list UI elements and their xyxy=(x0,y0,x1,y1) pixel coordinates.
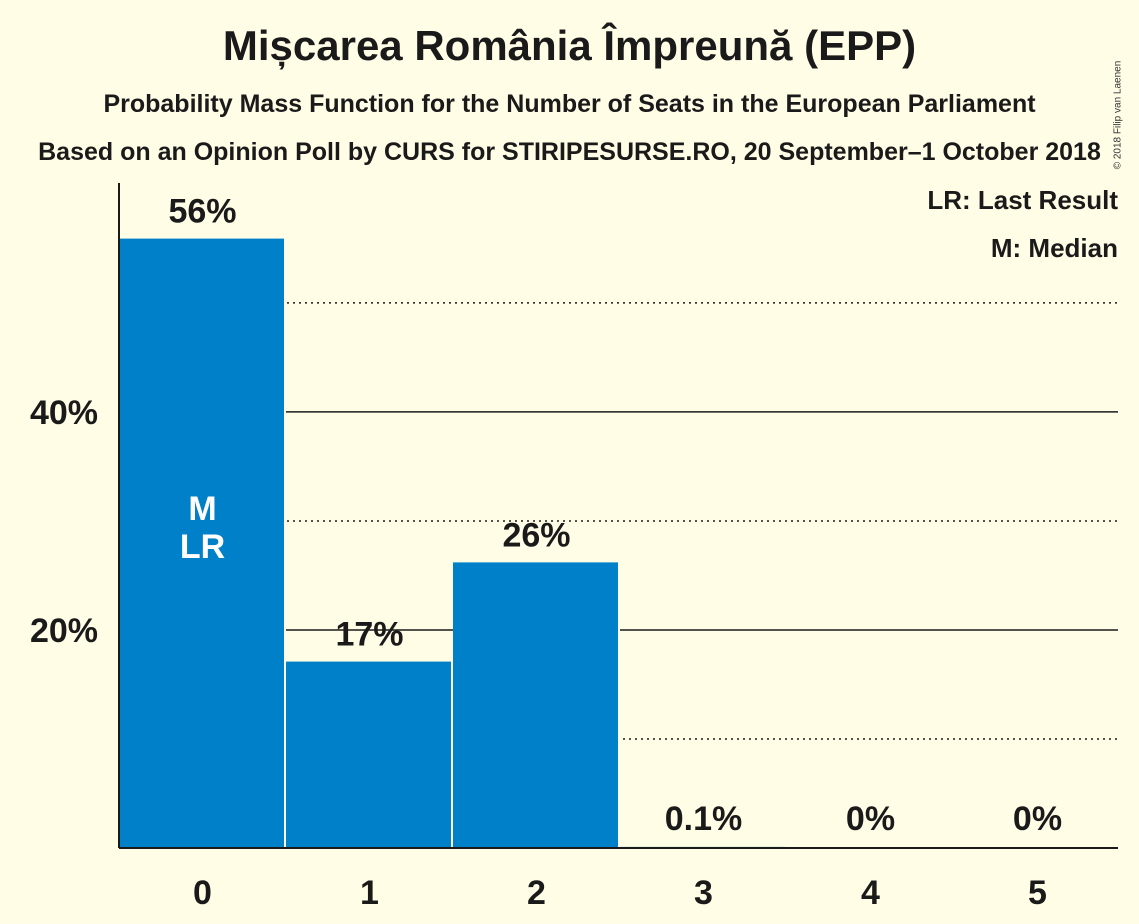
chart-source-subtitle: Based on an Opinion Poll by CURS for STI… xyxy=(38,138,1101,166)
bar xyxy=(119,238,284,848)
bars xyxy=(119,237,787,848)
x-tick-label: 1 xyxy=(360,874,379,912)
bar-marker-label: M xyxy=(188,490,216,528)
x-tick-label: 3 xyxy=(694,874,713,912)
y-tick-label: 40% xyxy=(30,394,98,432)
bar-value-label: 17% xyxy=(335,616,403,654)
x-tick-label: 0 xyxy=(193,874,212,912)
axes xyxy=(118,183,1118,849)
bar-value-label: 26% xyxy=(502,516,570,554)
bar-marker-label: LR xyxy=(180,528,225,566)
x-tick-label: 5 xyxy=(1028,874,1047,912)
x-tick-label: 2 xyxy=(527,874,546,912)
bar xyxy=(286,661,451,848)
chart-title: Mișcarea România Împreună (EPP) xyxy=(222,22,917,69)
chart-subtitle: Probability Mass Function for the Number… xyxy=(103,90,1036,118)
bar-value-label: 0.1% xyxy=(665,800,743,838)
y-tick-label: 20% xyxy=(30,612,98,650)
bar-value-label: 0% xyxy=(846,800,895,838)
legend-last-result: LR: Last Result xyxy=(927,185,1118,215)
legend-median: M: Median xyxy=(991,233,1118,263)
x-tick-label: 4 xyxy=(861,874,880,912)
bar xyxy=(453,562,618,848)
bar-value-label: 56% xyxy=(168,193,236,231)
bar-value-label: 0% xyxy=(1013,800,1062,838)
